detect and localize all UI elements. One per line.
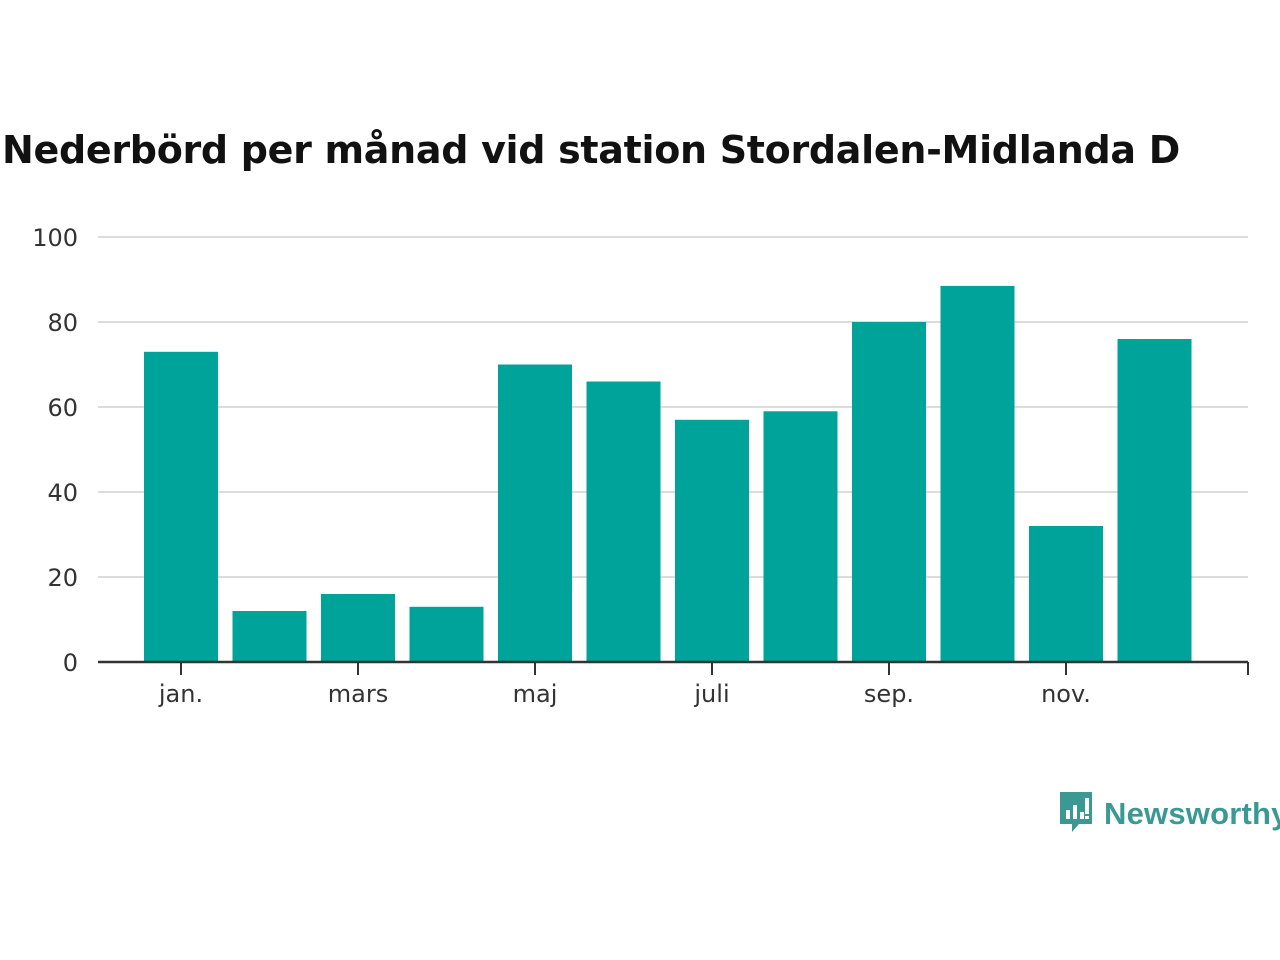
axes <box>98 660 1249 675</box>
x-tick-label-sep: sep. <box>864 680 914 708</box>
x-tick-label-mars: mars <box>328 680 388 708</box>
y-tick-label-40: 40 <box>47 479 78 507</box>
bar-maj <box>498 364 572 662</box>
bar-juni <box>586 381 661 662</box>
bar-aug <box>763 411 838 663</box>
bar-nov <box>1029 526 1103 662</box>
tick-labels: 0 20 40 60 80 100 jan. mars maj juli sep. nov. <box>32 224 1091 708</box>
x-tick-label-juli: juli <box>693 680 729 708</box>
bar-jan <box>144 351 218 663</box>
y-tick-label-0: 0 <box>63 649 78 677</box>
bar-feb <box>232 611 307 662</box>
x-tick-label-maj: maj <box>513 680 558 708</box>
bar-dec <box>1117 339 1192 662</box>
y-tick-label-20: 20 <box>47 564 78 592</box>
x-tick-label-jan: jan. <box>158 680 203 708</box>
brand-logo[interactable]: Newsworthy <box>1058 790 1280 838</box>
brand-name: Newsworthy <box>1104 796 1280 831</box>
bar-juli <box>675 419 749 663</box>
bar-apr <box>409 606 484 663</box>
y-tick-label-80: 80 <box>47 309 78 337</box>
newsworthy-logo-icon <box>1058 790 1094 838</box>
bar-sep <box>852 322 926 662</box>
bar-okt <box>940 285 1015 662</box>
bars <box>144 285 1192 663</box>
y-tick-label-60: 60 <box>47 394 78 422</box>
y-tick-label-100: 100 <box>32 224 78 252</box>
chart-title: Nederbörd per månad vid station Stordale… <box>2 128 1180 172</box>
bar-mars <box>321 594 395 662</box>
x-tick-label-nov: nov. <box>1041 680 1091 708</box>
